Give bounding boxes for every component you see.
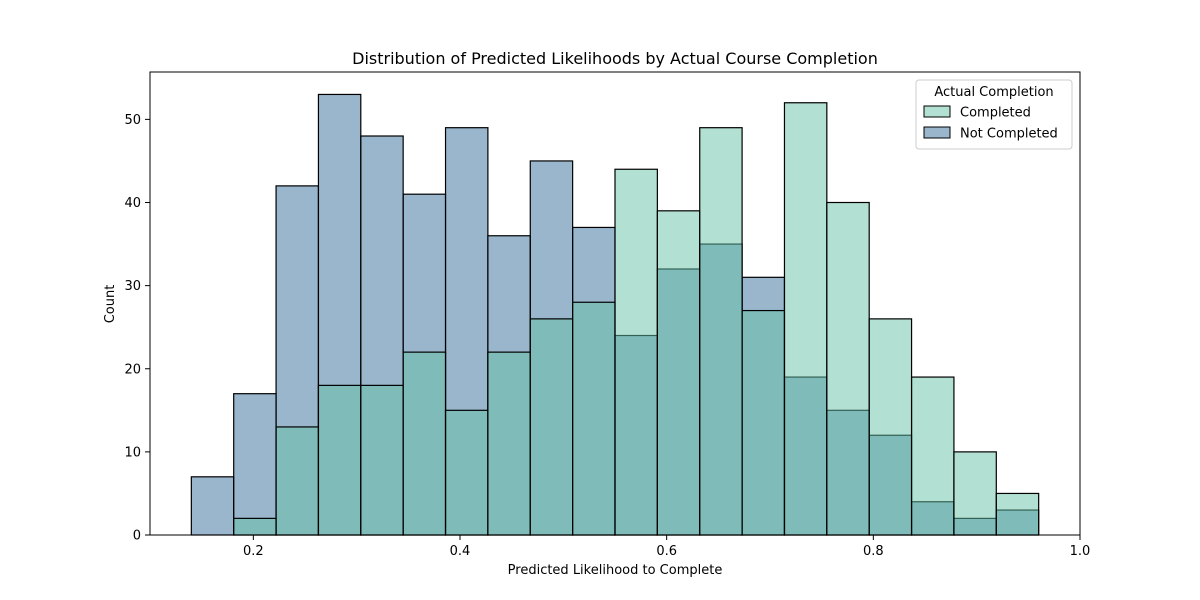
bar-completed-16	[868, 318, 913, 536]
bar-completed-13	[741, 309, 786, 536]
bar-completed-8	[529, 318, 574, 536]
bar-completed-4	[360, 384, 404, 536]
chart-title: Distribution of Predicted Likelihoods by…	[352, 49, 878, 68]
bar-completed-12	[699, 127, 743, 536]
y-tick-label: 50	[124, 113, 141, 128]
x-tick-label: 0.4	[450, 544, 471, 559]
bar-completed-7	[487, 351, 531, 536]
bar-completed-5	[402, 351, 447, 536]
y-tick-label: 30	[124, 279, 141, 294]
x-tick-label: 0.6	[656, 544, 677, 559]
legend-frame	[915, 79, 1073, 150]
bar-completed-19	[995, 492, 1040, 536]
bar-completed-14	[783, 102, 828, 536]
bar-not-completed-1	[233, 393, 277, 536]
legend: Actual Completion Completed Not Completed	[915, 79, 1073, 150]
legend-entry-not-completed: Not Completed	[960, 127, 1058, 142]
bar-completed-2	[275, 426, 320, 536]
y-tick-label: 40	[124, 196, 141, 211]
x-tick-label: 0.2	[243, 544, 264, 559]
y-axis-label: Count	[103, 285, 118, 324]
legend-swatch-completed	[923, 105, 951, 118]
x-tick-label: 1.0	[1070, 544, 1091, 559]
legend-entry-completed: Completed	[960, 106, 1031, 121]
legend-swatch-not-completed	[923, 126, 951, 139]
axes-layer: 0.2 0.4 0.6 0.8 1.0 0 10 20 30 40 50	[124, 71, 1091, 559]
bar-completed-3	[317, 384, 362, 536]
x-axis-label: Predicted Likelihood to Complete	[508, 563, 723, 578]
x-tick-label: 0.8	[863, 544, 884, 559]
y-tick-label: 10	[124, 445, 141, 460]
bar-completed-1	[233, 517, 277, 536]
plot-frame	[149, 71, 1081, 536]
bar-completed-11	[656, 210, 701, 536]
bar-completed-17	[910, 376, 955, 536]
bar-completed-18	[953, 451, 997, 536]
bars-layer	[190, 93, 1040, 536]
y-tick-label: 20	[124, 362, 141, 377]
bar-completed-15	[826, 201, 870, 536]
legend-title: Actual Completion	[934, 85, 1053, 100]
bar-completed-10	[614, 168, 658, 536]
bar-completed-6	[444, 409, 489, 536]
y-tick-label: 0	[133, 529, 141, 544]
bar-completed-9	[572, 301, 616, 536]
bar-not-completed-0	[190, 476, 235, 536]
